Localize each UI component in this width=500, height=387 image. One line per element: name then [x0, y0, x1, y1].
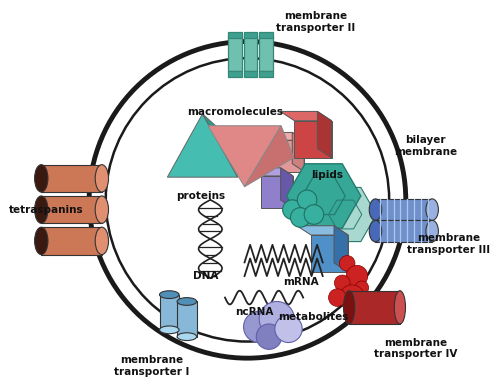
Ellipse shape	[160, 326, 179, 334]
Bar	[177, 301, 197, 337]
Ellipse shape	[344, 291, 354, 324]
Ellipse shape	[34, 196, 48, 223]
Ellipse shape	[34, 165, 48, 192]
Circle shape	[290, 208, 310, 227]
Circle shape	[355, 281, 368, 295]
Ellipse shape	[369, 220, 382, 242]
Circle shape	[282, 200, 302, 219]
Bar	[42, 196, 102, 223]
Circle shape	[340, 285, 364, 310]
Text: membrane
transporter I: membrane transporter I	[114, 355, 190, 377]
Polygon shape	[286, 164, 361, 228]
Polygon shape	[261, 132, 304, 140]
Bar	[160, 295, 179, 330]
Text: tetraspanins: tetraspanins	[9, 205, 84, 215]
Text: bilayer
membrane: bilayer membrane	[394, 135, 457, 157]
Text: ncRNA: ncRNA	[235, 307, 274, 317]
Text: mRNA: mRNA	[284, 277, 319, 287]
Circle shape	[328, 289, 346, 307]
Ellipse shape	[177, 298, 197, 305]
Polygon shape	[248, 168, 293, 176]
Bar	[376, 220, 432, 242]
Polygon shape	[273, 140, 304, 171]
Circle shape	[298, 190, 317, 210]
Bar	[244, 71, 257, 77]
Ellipse shape	[177, 333, 197, 341]
Circle shape	[334, 275, 350, 291]
Ellipse shape	[95, 196, 108, 223]
Text: membrane
transporter IV: membrane transporter IV	[374, 337, 457, 359]
Ellipse shape	[369, 199, 382, 220]
Polygon shape	[297, 226, 348, 235]
Text: metabolites: metabolites	[278, 312, 348, 322]
Polygon shape	[208, 126, 281, 187]
Text: membrane
transporter III: membrane transporter III	[407, 233, 490, 255]
Polygon shape	[318, 111, 332, 158]
Bar	[228, 36, 241, 71]
Ellipse shape	[394, 291, 406, 324]
Ellipse shape	[160, 291, 179, 298]
Text: lipids: lipids	[312, 170, 344, 180]
Bar	[349, 291, 400, 324]
Polygon shape	[292, 132, 304, 171]
Circle shape	[304, 205, 324, 224]
Polygon shape	[311, 235, 348, 272]
Polygon shape	[280, 111, 332, 121]
Text: DNA: DNA	[193, 271, 218, 281]
Polygon shape	[314, 187, 376, 241]
Bar	[259, 71, 273, 77]
Circle shape	[340, 255, 355, 271]
Ellipse shape	[426, 199, 438, 220]
Circle shape	[256, 324, 281, 349]
Bar	[244, 36, 257, 71]
Polygon shape	[260, 176, 293, 208]
Polygon shape	[202, 114, 254, 177]
Polygon shape	[244, 126, 294, 187]
Polygon shape	[168, 114, 238, 177]
Text: membrane
transporter II: membrane transporter II	[276, 11, 355, 33]
Polygon shape	[280, 168, 293, 208]
Circle shape	[275, 315, 302, 342]
Ellipse shape	[95, 227, 108, 255]
Text: proteins: proteins	[176, 191, 225, 201]
Bar	[228, 71, 241, 77]
Circle shape	[346, 265, 368, 287]
Polygon shape	[334, 226, 348, 272]
Bar	[259, 36, 273, 71]
Polygon shape	[294, 121, 332, 158]
Ellipse shape	[34, 227, 48, 255]
Ellipse shape	[95, 165, 108, 192]
Circle shape	[259, 301, 294, 337]
Bar	[244, 32, 257, 38]
Bar	[376, 199, 432, 220]
Bar	[228, 32, 241, 38]
Circle shape	[358, 296, 372, 309]
Bar	[259, 32, 273, 38]
Ellipse shape	[426, 220, 438, 242]
Text: macromolecules: macromolecules	[187, 107, 283, 117]
Circle shape	[244, 311, 275, 342]
Bar	[42, 227, 102, 255]
Bar	[42, 165, 102, 192]
